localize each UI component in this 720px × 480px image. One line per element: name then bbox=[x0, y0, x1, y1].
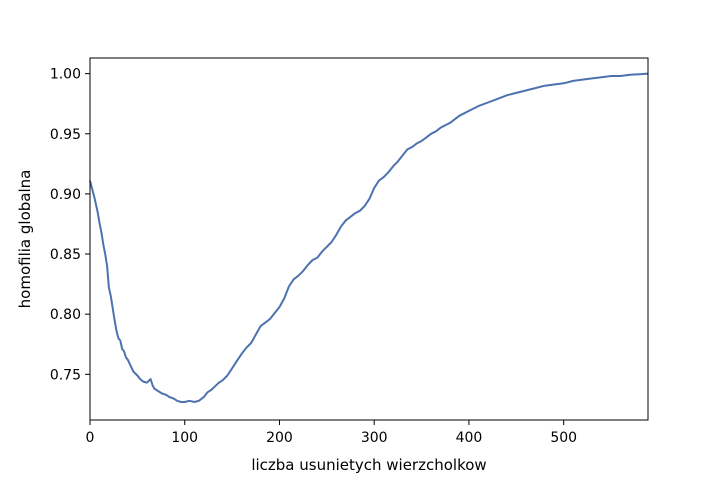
y-axis: 0.75 0.80 0.85 0.90 0.95 1.00 bbox=[50, 67, 90, 383]
y-tick-label: 0.95 bbox=[50, 127, 81, 143]
x-axis: 0 100 200 300 400 500 bbox=[86, 420, 577, 446]
plot-frame bbox=[89, 57, 649, 421]
x-tick-label: 300 bbox=[361, 430, 388, 446]
x-tick-label: 500 bbox=[550, 430, 577, 446]
x-tick-label: 200 bbox=[266, 430, 293, 446]
x-axis-label: liczba usunietych wierzcholkow bbox=[251, 456, 486, 474]
x-tick-label: 400 bbox=[456, 430, 483, 446]
series-layer bbox=[89, 72, 649, 403]
y-tick-label: 1.00 bbox=[50, 67, 81, 83]
x-tick-label: 100 bbox=[171, 430, 198, 446]
y-tick-label: 0.80 bbox=[50, 307, 81, 323]
x-tick-label: 0 bbox=[86, 430, 95, 446]
series-line-0 bbox=[89, 72, 649, 403]
y-axis-label: homofilia globalna bbox=[16, 170, 34, 309]
y-tick-label: 0.85 bbox=[50, 247, 81, 263]
y-tick-label: 0.75 bbox=[50, 367, 81, 383]
y-tick-label: 0.90 bbox=[50, 187, 81, 203]
